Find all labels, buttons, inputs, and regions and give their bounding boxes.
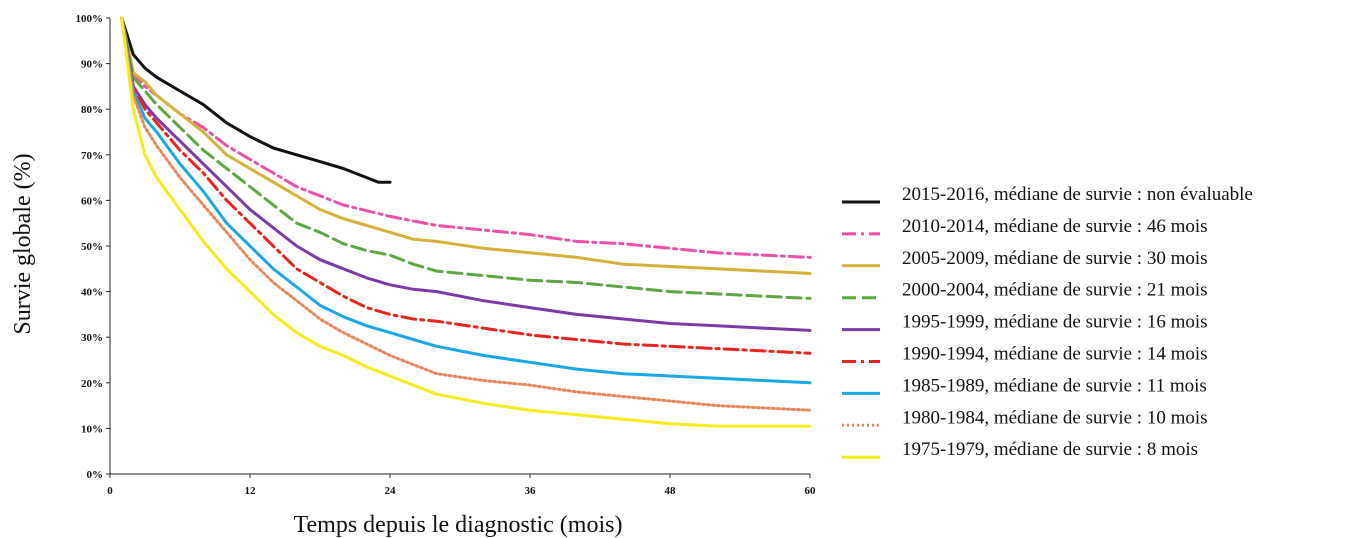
x-tick-label: 24 <box>385 485 397 497</box>
series-lines <box>120 16 812 428</box>
y-tick-label: 60% <box>81 195 103 207</box>
y-tick-label: 90% <box>81 59 103 71</box>
legend-label: 2005-2009, médiane de survie : 30 mois <box>902 248 1208 269</box>
x-tick-label: 12 <box>245 485 257 497</box>
legend-label: 1995-1999, médiane de survie : 16 mois <box>902 312 1208 333</box>
legend-label: 2000-2004, médiane de survie : 21 mois <box>902 280 1208 301</box>
series-line <box>120 16 812 428</box>
axes: 0% 10% 20% 30% 40% 50% 60% 70% 80% 90% 100% 0 12 24 36… <box>76 13 817 497</box>
y-tick-label: 0% <box>87 469 104 481</box>
legend-label: 1975-1979, médiane de survie : 8 mois <box>902 439 1198 460</box>
series-line <box>120 16 812 275</box>
legend-label: 1980-1984, médiane de survie : 10 mois <box>902 407 1208 428</box>
x-tick-label: 36 <box>525 485 537 497</box>
legend-label: 1985-1989, médiane de survie : 11 mois <box>902 375 1207 396</box>
x-tick-label: 0 <box>107 485 113 497</box>
series-line <box>120 16 812 412</box>
y-tick-label: 70% <box>81 150 103 162</box>
series-line <box>120 16 812 355</box>
legend-label: 2015-2016, médiane de survie : non évalu… <box>902 184 1253 205</box>
y-tick-label: 40% <box>81 287 103 299</box>
x-tick-label: 48 <box>665 485 677 497</box>
y-tick-label: 50% <box>81 241 103 253</box>
y-tick-label: 20% <box>81 378 103 390</box>
legend: 2015-2016, médiane de survie : non évalu… <box>842 184 1253 460</box>
x-tick-label: 60 <box>805 485 817 497</box>
legend-label: 2010-2014, médiane de survie : 46 mois <box>902 216 1208 237</box>
series-line <box>120 16 812 385</box>
y-tick-label: 100% <box>76 13 104 25</box>
legend-label: 1990-1994, médiane de survie : 14 mois <box>902 344 1208 365</box>
y-tick-label: 80% <box>81 104 103 116</box>
x-axis-title: Temps depuis le diagnostic (mois) <box>294 512 623 538</box>
series-line <box>120 16 392 184</box>
series-line <box>120 16 812 300</box>
y-axis-title: Survie globale (%) <box>10 153 36 334</box>
y-tick-label: 10% <box>81 423 103 435</box>
series-line <box>120 16 812 332</box>
y-tick-label: 30% <box>81 332 103 344</box>
